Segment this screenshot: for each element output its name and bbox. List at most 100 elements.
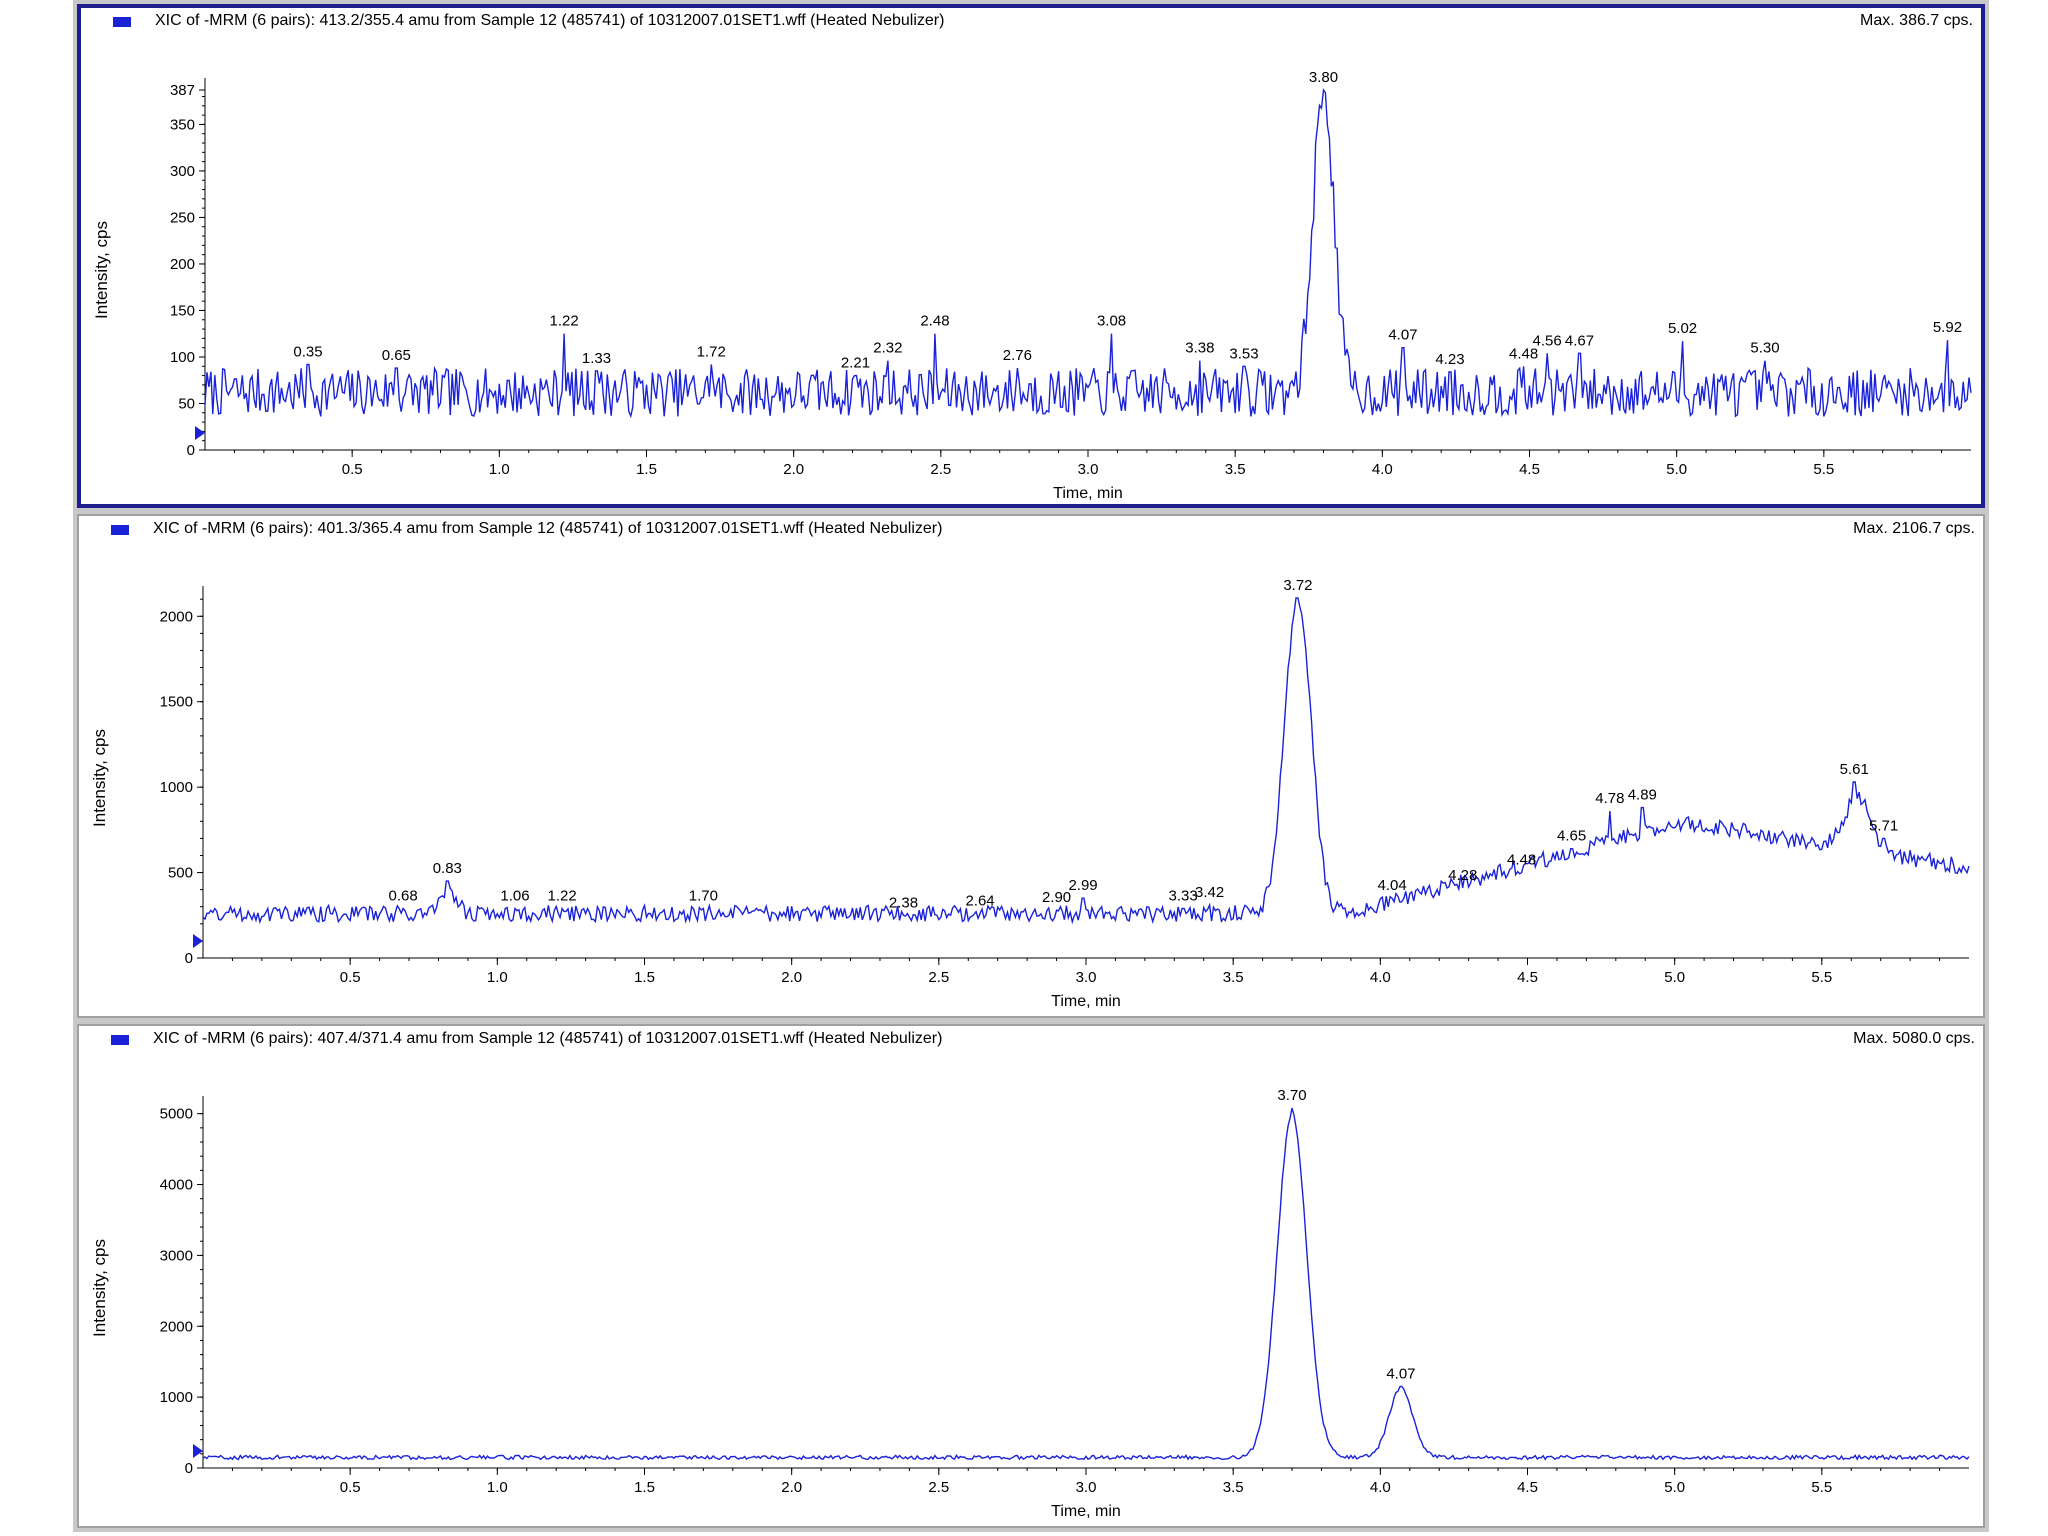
chromatogram-plot-3[interactable]: 0.5 1.0 1.5 2.0 2.5 3.0 3.5 4.0 4.5 5.0 5.5 0 1000 20…	[79, 1026, 1987, 1530]
pane-marker-icon[interactable]	[111, 1035, 129, 1045]
pane-title: XIC of -MRM (6 pairs): 407.4/371.4 amu f…	[153, 1030, 943, 1047]
peak-label: 0.83	[433, 860, 462, 877]
peak-label: 3.80	[1309, 69, 1338, 86]
x-tick-label: 2.5	[930, 461, 951, 478]
x-tick-label: 0.5	[340, 969, 361, 986]
max-intensity-label: Max. 2106.7 cps.	[1853, 520, 1975, 537]
peak-label: 1.33	[582, 350, 611, 367]
x-tick-label: 1.5	[634, 969, 655, 986]
pane-title: XIC of -MRM (6 pairs): 401.3/365.4 amu f…	[153, 520, 943, 537]
start-marker-icon[interactable]	[195, 426, 205, 440]
chromatogram-pane-2[interactable]: XIC of -MRM (6 pairs): 401.3/365.4 amu f…	[77, 514, 1985, 1018]
max-intensity-label: Max. 5080.0 cps.	[1853, 1030, 1975, 1047]
pane-marker-icon[interactable]	[113, 17, 131, 27]
chromatogram-window: XIC of -MRM (6 pairs): 413.2/355.4 amu f…	[73, 0, 1989, 1532]
peak-label: 0.68	[389, 887, 418, 904]
peak-label: 3.53	[1229, 345, 1258, 362]
x-tick-label: 3.5	[1223, 1479, 1244, 1496]
x-tick-label: 3.5	[1225, 461, 1246, 478]
peak-label: 2.38	[889, 894, 918, 911]
chromatogram-pane-3[interactable]: XIC of -MRM (6 pairs): 407.4/371.4 amu f…	[77, 1024, 1985, 1528]
x-tick-label: 2.0	[781, 1479, 802, 1496]
peak-label: 1.22	[549, 313, 578, 330]
peak-label: 4.04	[1378, 877, 1407, 894]
x-tick-label: 3.5	[1223, 969, 1244, 986]
peak-label: 4.89	[1628, 787, 1657, 804]
x-tick-label: 2.5	[928, 969, 949, 986]
peak-label: 2.90	[1042, 889, 1071, 906]
chromatogram-pane-1[interactable]: XIC of -MRM (6 pairs): 413.2/355.4 amu f…	[77, 4, 1985, 508]
peak-label: 4.48	[1509, 345, 1538, 362]
pane-marker-icon[interactable]	[111, 525, 129, 535]
y-tick-label: 387	[170, 82, 195, 99]
x-axis-label: Time, min	[1053, 485, 1123, 502]
peak-label: 2.21	[841, 355, 870, 372]
y-axis-label: Intensity, cps	[92, 221, 111, 319]
x-tick-label: 5.0	[1664, 1479, 1685, 1496]
peak-label: 3.33	[1169, 887, 1198, 904]
x-tick-label: 1.5	[636, 461, 657, 478]
peak-label: 4.07	[1386, 1366, 1415, 1383]
x-tick-label: 5.5	[1811, 969, 1832, 986]
peak-label: 4.65	[1557, 828, 1586, 845]
peak-label: 4.78	[1595, 790, 1624, 807]
peak-label: 5.61	[1840, 761, 1869, 778]
y-tick-label: 150	[170, 302, 195, 319]
x-tick-label: 2.5	[928, 1479, 949, 1496]
x-tick-label: 2.0	[781, 969, 802, 986]
y-tick-label: 1000	[160, 1389, 193, 1406]
x-tick-label: 1.0	[487, 1479, 508, 1496]
y-tick-label: 0	[185, 950, 193, 967]
x-tick-label: 4.5	[1519, 461, 1540, 478]
y-tick-label: 4000	[160, 1177, 193, 1194]
peak-label: 4.07	[1388, 327, 1417, 344]
peak-label: 5.30	[1750, 340, 1779, 357]
start-marker-icon[interactable]	[193, 934, 203, 948]
x-tick-label: 5.5	[1813, 461, 1834, 478]
peak-label: 4.28	[1448, 867, 1477, 884]
peak-label: 3.72	[1283, 577, 1312, 594]
y-tick-label: 100	[170, 349, 195, 366]
chromatogram-plot-1[interactable]: 0.5 1.0 1.5 2.0 2.5 3.0 3.5 4.0 4.5 5.0 5.5 0 50 100 1…	[81, 8, 1989, 512]
start-marker-icon[interactable]	[193, 1444, 203, 1458]
x-tick-label: 5.0	[1666, 461, 1687, 478]
y-tick-label: 1000	[160, 779, 193, 796]
x-tick-label: 3.0	[1076, 969, 1097, 986]
peak-label: 2.64	[965, 893, 994, 910]
x-tick-label: 4.0	[1370, 1479, 1391, 1496]
peak-label: 2.99	[1068, 877, 1097, 894]
x-tick-label: 3.0	[1076, 1479, 1097, 1496]
peak-label: 4.23	[1435, 351, 1464, 368]
y-tick-label: 200	[170, 256, 195, 273]
peak-label: 2.48	[920, 313, 949, 330]
peak-label: 2.76	[1003, 347, 1032, 364]
peak-label: 4.48	[1507, 852, 1536, 869]
intensity-trace	[204, 88, 1972, 419]
x-tick-label: 2.0	[783, 461, 804, 478]
intensity-trace	[202, 597, 1970, 925]
x-tick-label: 3.0	[1078, 461, 1099, 478]
peak-label: 1.22	[547, 887, 576, 904]
x-tick-label: 1.0	[487, 969, 508, 986]
y-tick-label: 1500	[160, 694, 193, 711]
peak-label: 2.32	[873, 340, 902, 357]
x-tick-label: 1.0	[489, 461, 510, 478]
max-intensity-label: Max. 386.7 cps.	[1860, 12, 1973, 29]
y-tick-label: 250	[170, 209, 195, 226]
chromatogram-plot-2[interactable]: 0.5 1.0 1.5 2.0 2.5 3.0 3.5 4.0 4.5 5.0 5.5 0 500 100…	[79, 516, 1987, 1020]
peak-label: 5.02	[1668, 320, 1697, 337]
y-tick-label: 5000	[160, 1106, 193, 1123]
y-tick-label: 3000	[160, 1247, 193, 1264]
x-tick-label: 5.5	[1811, 1479, 1832, 1496]
y-axis-label: Intensity, cps	[90, 1239, 109, 1337]
x-tick-label: 4.0	[1370, 969, 1391, 986]
x-tick-label: 0.5	[340, 1479, 361, 1496]
x-tick-label: 5.0	[1664, 969, 1685, 986]
x-tick-label: 1.5	[634, 1479, 655, 1496]
peak-label: 3.08	[1097, 313, 1126, 330]
peak-label: 3.42	[1195, 884, 1224, 901]
peak-label: 1.72	[697, 343, 726, 360]
pane-title: XIC of -MRM (6 pairs): 413.2/355.4 amu f…	[155, 12, 945, 29]
peak-label: 1.70	[689, 887, 718, 904]
x-tick-label: 4.0	[1372, 461, 1393, 478]
